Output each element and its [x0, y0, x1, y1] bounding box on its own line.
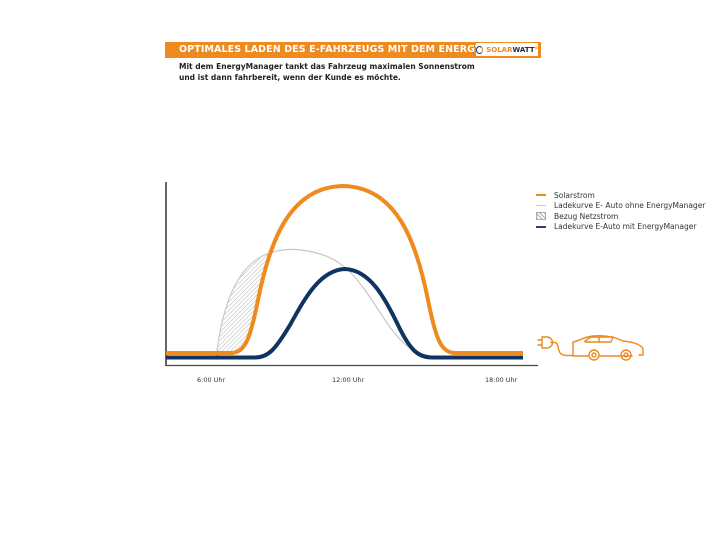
legend-item-with-energymanager: Ladekurve E-Auto mit EnergyManager — [536, 222, 705, 233]
header-banner: OPTIMALES LADEN DES E-FAHRZEUGS MIT DEM … — [165, 42, 541, 58]
legend-item-netzstrom: Bezug Netzstrom — [536, 211, 705, 222]
logo-ring-icon — [476, 45, 484, 54]
legend-item-solarstrom: Solarstrom — [536, 190, 705, 201]
x-tick-18: 18:00 Uhr — [485, 376, 518, 384]
x-tick-12: 12:00 Uhr — [332, 376, 365, 384]
legend-swatch-hatch — [536, 212, 546, 221]
x-tick-6: 6:00 Uhr — [197, 376, 226, 384]
page-title: OPTIMALES LADEN DES E-FAHRZEUGS MIT DEM … — [179, 44, 537, 55]
legend-swatch-navy — [536, 225, 546, 228]
electric-car-with-plug-icon — [537, 334, 644, 361]
grid-power-area — [216, 254, 268, 357]
legend-item-without-energymanager: Ladekurve E- Auto ohne EnergyManager — [536, 201, 705, 212]
legend-swatch-gray — [536, 205, 546, 207]
curve-with-energymanager — [166, 267, 523, 360]
subtitle: Mit dem EnergyManager tankt das Fahrzeug… — [179, 62, 475, 82]
chart-legend: Solarstrom Ladekurve E- Auto ohne Energy… — [536, 190, 705, 232]
legend-swatch-orange — [536, 194, 546, 197]
curve-solarstrom — [166, 184, 523, 355]
curve-without-energymanager — [215, 248, 471, 361]
solarwatt-logo: SOLAR WATT ° — [476, 43, 538, 56]
